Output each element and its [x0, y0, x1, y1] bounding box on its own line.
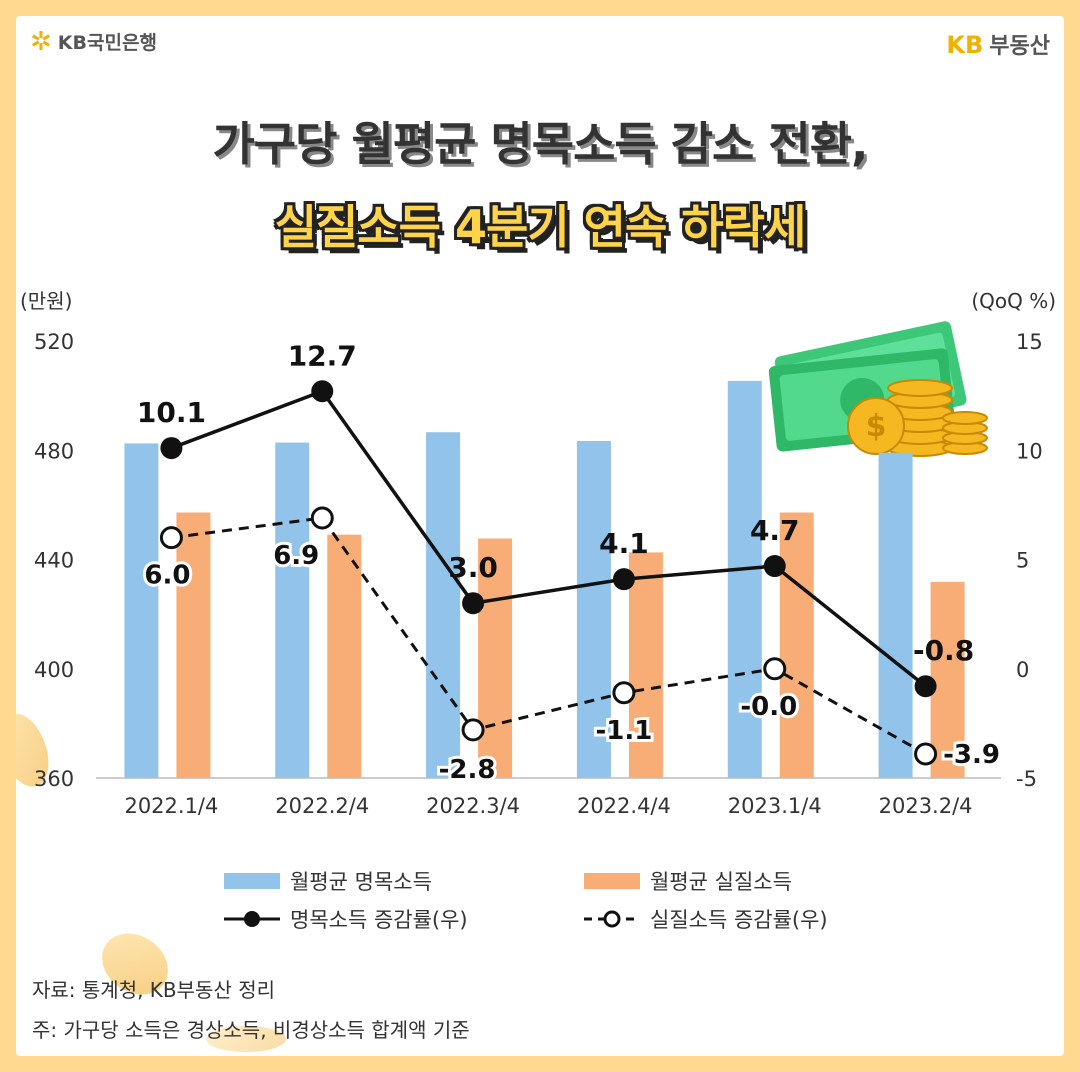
real-growth-line — [171, 516, 927, 756]
x-axis-tick: 2023.1/4 — [728, 794, 822, 818]
nominal-growth-line — [170, 389, 927, 688]
real-income-bar — [930, 581, 965, 778]
legend-swatch-blue — [224, 873, 280, 889]
svg-text:$: $ — [866, 409, 887, 444]
left-axis-tick: 440 — [34, 549, 74, 573]
nominal-income-bar — [426, 432, 461, 778]
method-note: 주: 가구당 소득은 경상소득, 비경상소득 합계액 기준 — [32, 1018, 470, 1042]
legend-real-income: 월평균 실질소득 — [584, 866, 792, 896]
nominal-growth-point — [160, 437, 183, 460]
right-axis-tick: -5 — [1016, 767, 1037, 791]
x-axis-tick: 2022.4/4 — [577, 794, 671, 818]
real-growth-label: -0.0 — [740, 692, 797, 722]
real-growth-point — [914, 742, 938, 766]
real-growth-label: 6.0 — [144, 561, 190, 591]
real-income-bar — [478, 538, 513, 778]
legend-label: 명목소득 증감률(우) — [290, 908, 468, 932]
headline-line-1: 가구당 월평균 명목소득 감소 전환, — [212, 117, 868, 171]
legend-line-open-marker — [584, 910, 640, 928]
realestate-name: 부동산 — [989, 34, 1050, 59]
kb-bank-logo: ✲ KB국민은행 — [30, 28, 157, 55]
real-growth-point — [612, 681, 636, 705]
x-axis-tick: 2023.2/4 — [879, 794, 973, 818]
real-growth-label: 6.9 — [273, 541, 319, 571]
nominal-growth-point — [311, 380, 334, 403]
legend-nominal-growth: 명목소득 증감률(우) — [224, 904, 468, 934]
decorative-coin-bottom-2 — [206, 1026, 286, 1052]
left-axis-tick: 360 — [34, 767, 74, 791]
x-axis-tick: 2022.2/4 — [275, 794, 369, 818]
x-axis-tick: 2022.3/4 — [426, 794, 520, 818]
nominal-growth-label: 4.1 — [599, 527, 649, 560]
real-income-bar — [327, 534, 362, 778]
infographic-card: ✲ KB국민은행 KB 부동산 가구당 월평균 명목소득 감소 전환, 실질소득… — [16, 16, 1064, 1056]
left-axis-unit: (만원) — [20, 289, 72, 313]
nominal-income-bar — [124, 443, 159, 778]
nominal-income-bar — [727, 380, 762, 778]
left-axis-tick: 520 — [34, 330, 74, 354]
real-growth-point — [763, 657, 787, 681]
real-growth-label: -2.8 — [439, 755, 496, 785]
nominal-income-bar — [576, 440, 611, 778]
real-income-bar — [779, 512, 814, 778]
real-income-bar — [628, 552, 663, 778]
right-axis-tick: 10 — [1016, 439, 1043, 463]
nominal-growth-label: 12.7 — [288, 339, 357, 372]
nominal-income-bar — [275, 442, 310, 778]
bank-name: KB국민은행 — [57, 32, 157, 54]
legend-label: 월평균 명목소득 — [290, 870, 432, 894]
nominal-growth-label: -0.8 — [913, 634, 974, 667]
nominal-growth-point — [763, 555, 786, 578]
nominal-growth-point — [914, 675, 937, 698]
real-growth-point — [310, 506, 334, 530]
x-axis-tick: 2022.1/4 — [124, 794, 218, 818]
legend-real-growth: 실질소득 증감률(우) — [584, 904, 828, 934]
nominal-growth-label: 10.1 — [137, 396, 206, 429]
legend-label: 실질소득 증감률(우) — [650, 908, 828, 932]
real-income-bar — [176, 512, 211, 778]
right-axis-tick: 0 — [1016, 658, 1029, 682]
right-axis-unit: (QoQ %) — [971, 289, 1056, 313]
income-chart: $ (만원) (QoQ %) 520 480 440 400 360 15 10 5 0 -5 2022… — [20, 289, 1056, 818]
headline-line-2: 실질소득 4분기 연속 하락세 — [274, 200, 807, 254]
legend-line-filled-marker — [224, 911, 280, 927]
right-axis-tick: 5 — [1016, 549, 1029, 573]
kb-realestate-logo: KB 부동산 — [946, 28, 1050, 60]
real-growth-point — [461, 718, 485, 742]
left-axis-tick: 400 — [34, 658, 74, 682]
legend-label: 월평균 실질소득 — [650, 870, 792, 894]
real-growth-point — [159, 526, 183, 550]
legend-nominal-income: 월평균 명목소득 — [224, 866, 432, 896]
nominal-growth-point — [612, 568, 635, 591]
real-growth-label: -3.9 — [943, 740, 1000, 770]
nominal-income-bar — [878, 452, 913, 778]
legend-swatch-orange — [584, 873, 640, 889]
source-note: 자료: 통계청, KB부동산 정리 — [32, 978, 276, 1002]
nominal-growth-point — [462, 592, 485, 615]
sparkle-star-icon: ✲ — [30, 26, 52, 57]
nominal-growth-label: 4.7 — [750, 514, 800, 547]
right-axis-tick: 15 — [1016, 330, 1043, 354]
money-coins-icon: $ — [768, 321, 988, 457]
nominal-growth-label: 3.0 — [448, 551, 498, 584]
kb-mark: KB — [946, 31, 984, 59]
left-axis-tick: 480 — [34, 439, 74, 463]
real-growth-label: -1.1 — [595, 716, 652, 746]
